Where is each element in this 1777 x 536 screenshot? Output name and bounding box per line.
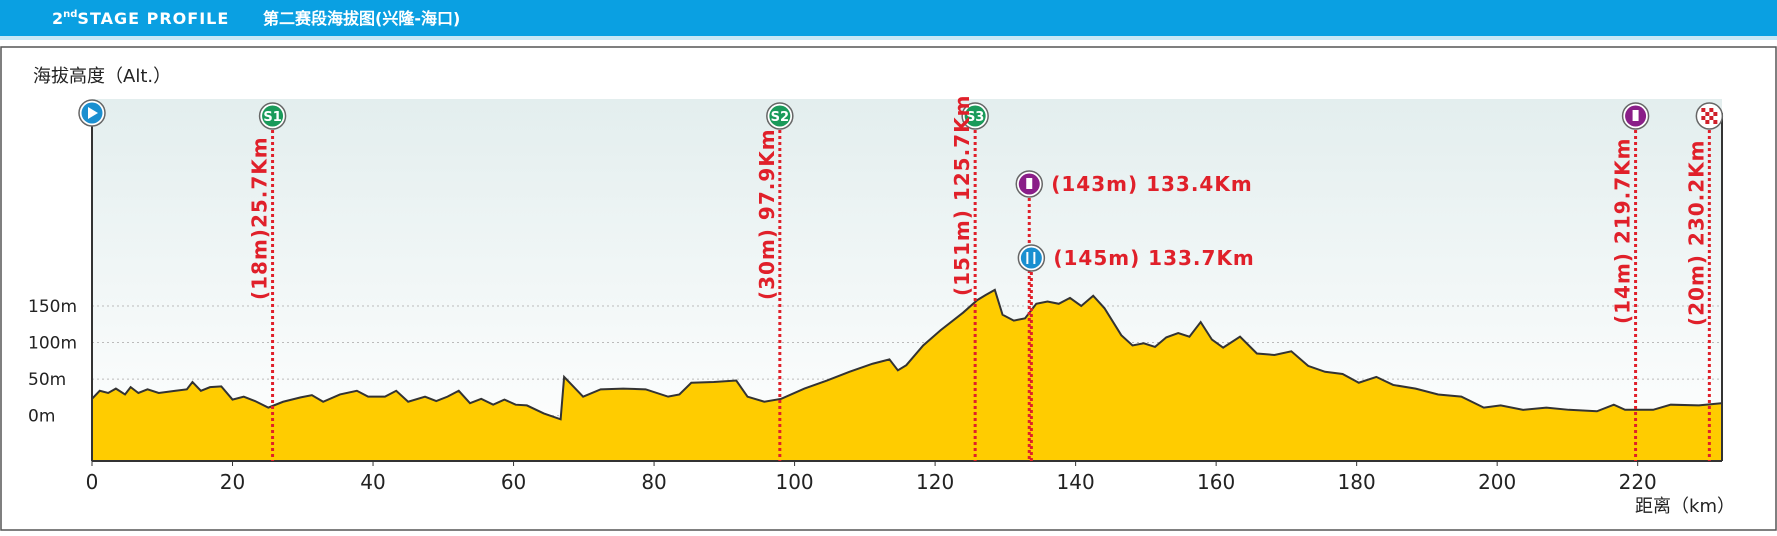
- checker: [1709, 108, 1714, 112]
- checker: [1705, 120, 1710, 124]
- x-tick-label: 160: [1197, 470, 1235, 494]
- x-tick-label: 140: [1057, 470, 1095, 494]
- sprint-label: S1: [263, 110, 281, 125]
- marker-label: (30m) 97.9Km: [755, 128, 779, 300]
- checker: [1713, 120, 1718, 124]
- sprint-label: S2: [771, 110, 789, 125]
- checker: [1713, 112, 1718, 116]
- header-title: 2ndSTAGE PROFILE: [52, 9, 229, 28]
- elevation-area: [92, 289, 1722, 461]
- icon-glyph: [1632, 110, 1639, 121]
- marker-label: (145m) 133.7Km: [1053, 246, 1254, 270]
- x-tick-label: 220: [1619, 470, 1657, 494]
- x-tick-label: 60: [501, 470, 526, 494]
- checker: [1709, 116, 1714, 120]
- y-tick-label: 0m: [28, 407, 55, 427]
- y-tick-label: 150m: [28, 297, 77, 317]
- x-tick-label: 40: [360, 470, 385, 494]
- sprint-label: S3: [966, 110, 984, 125]
- frame: [0, 46, 1777, 531]
- subtitle: 第二赛段海拔图(兴隆-海口): [263, 9, 460, 28]
- x-tick-label: 80: [641, 470, 666, 494]
- x-tick-label: 120: [916, 470, 954, 494]
- x-tick-label: 200: [1478, 470, 1516, 494]
- checker: [1701, 116, 1706, 120]
- x-tick-label: 100: [775, 470, 813, 494]
- icon: [1020, 247, 1042, 269]
- title: STAGE PROFILE: [77, 9, 229, 28]
- header-rule: [0, 36, 1777, 40]
- stage-suffix: nd: [63, 9, 77, 20]
- icon-glyph: [1026, 178, 1033, 189]
- y-axis-label: 海拔高度（Alt.）: [33, 66, 171, 87]
- x-tick-label: 0: [86, 470, 99, 494]
- marker-label: (14m) 219.7Km: [1611, 137, 1635, 324]
- start-arrow: [88, 107, 98, 119]
- elevation-line: [91, 288, 1722, 421]
- y-tick-label: 100m: [28, 334, 77, 354]
- stage-number: 2: [52, 9, 63, 28]
- icon: [769, 105, 791, 127]
- checker: [1705, 112, 1710, 116]
- checker: [1701, 108, 1706, 112]
- icon: [262, 105, 284, 127]
- icon-glyph: [1026, 252, 1036, 264]
- marker-label: (143m) 133.4Km: [1051, 172, 1252, 196]
- marker-label: (151m) 125.7Km: [950, 95, 974, 296]
- header-bar: [0, 0, 1777, 36]
- x-tick-label: 180: [1338, 470, 1376, 494]
- marker-label: (20m) 230.2Km: [1684, 139, 1708, 326]
- y-tick-label: 50m: [28, 370, 66, 390]
- marker-label: (18m)25.7Km: [248, 136, 272, 300]
- icon: [964, 105, 986, 127]
- x-axis-label: 距离（km）: [1635, 496, 1735, 517]
- x-tick-label: 20: [220, 470, 245, 494]
